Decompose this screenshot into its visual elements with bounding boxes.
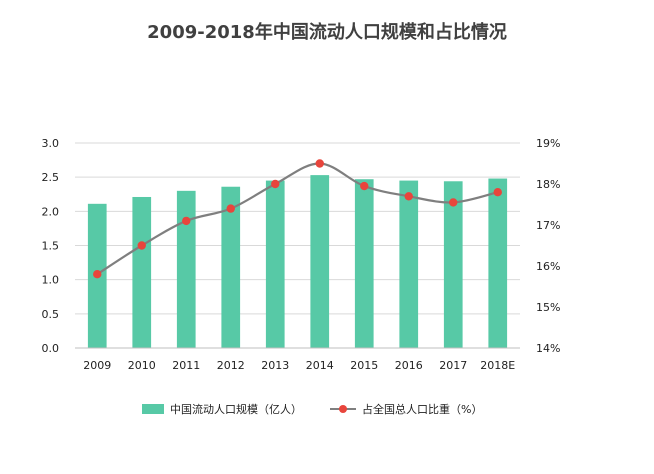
line-point: [182, 216, 191, 226]
x-tick-label: 2009: [83, 359, 111, 372]
x-tick-label: 2016: [395, 359, 423, 372]
bar-series: [87, 175, 508, 348]
bar: [354, 179, 374, 348]
line-series: [96, 162, 499, 276]
line-point: [271, 179, 280, 189]
right-tick-label: 17%: [536, 219, 560, 232]
left-axis: 0.0 0.5 1.0 1.5 2.0 2.5 3.0: [42, 137, 60, 355]
series-line: [96, 162, 499, 276]
x-tick-label: 2015: [350, 359, 378, 372]
bar: [132, 196, 152, 348]
x-tick-label: 2014: [306, 359, 334, 372]
left-tick-label: 1.5: [42, 240, 60, 253]
right-tick-label: 18%: [536, 178, 560, 191]
x-axis: 2009 2010 2011 2012 2013 2014 2015 2016 2017 2018…: [75, 347, 520, 372]
bar: [176, 190, 196, 348]
line-point: [493, 188, 502, 197]
line-point: [360, 181, 369, 191]
legend-bar-label: 中国流动人口规模（亿人）: [170, 403, 302, 416]
left-tick-label: 3.0: [42, 137, 60, 150]
line-point: [93, 270, 102, 279]
line-point: [404, 192, 413, 201]
x-tick-label: 2013: [261, 359, 289, 372]
line-points: [93, 159, 502, 279]
bar: [443, 181, 463, 348]
legend-bar-swatch: [142, 404, 164, 414]
x-tick-label: 2017: [439, 359, 467, 372]
right-tick-label: 19%: [536, 137, 560, 150]
right-tick-label: 16%: [536, 260, 560, 273]
right-axis: 14% 15% 16% 17% 18% 19%: [536, 137, 560, 355]
x-tick-label: 2010: [128, 359, 156, 372]
legend-line-label: 占全国总人口比重（%）: [362, 403, 483, 416]
bar: [488, 178, 508, 348]
line-point: [137, 241, 146, 250]
left-tick-label: 0.5: [42, 308, 60, 321]
x-tick-label: 2012: [217, 359, 245, 372]
legend-line-swatch: [330, 403, 356, 415]
line-point: [449, 198, 458, 207]
right-tick-label: 15%: [536, 301, 560, 314]
line-point: [315, 159, 324, 168]
chart-title: 2009-2018年中国流动人口规模和占比情况: [147, 22, 507, 43]
bar: [310, 175, 330, 348]
left-tick-label: 1.0: [42, 274, 60, 287]
legend-item-line: 占全国总人口比重（%）: [330, 400, 482, 418]
bar: [221, 186, 241, 348]
x-tick-label: 2018E: [480, 359, 515, 372]
legend-item-bar: 中国流动人口规模（亿人）: [142, 400, 302, 418]
x-tick-label: 2011: [172, 359, 200, 372]
line-point: [226, 204, 235, 213]
bar: [265, 180, 285, 348]
left-tick-label: 2.5: [42, 171, 60, 184]
left-tick-label: 0.0: [42, 342, 60, 355]
right-tick-label: 14%: [536, 342, 560, 355]
left-tick-label: 2.0: [42, 205, 60, 218]
bar: [399, 180, 419, 348]
